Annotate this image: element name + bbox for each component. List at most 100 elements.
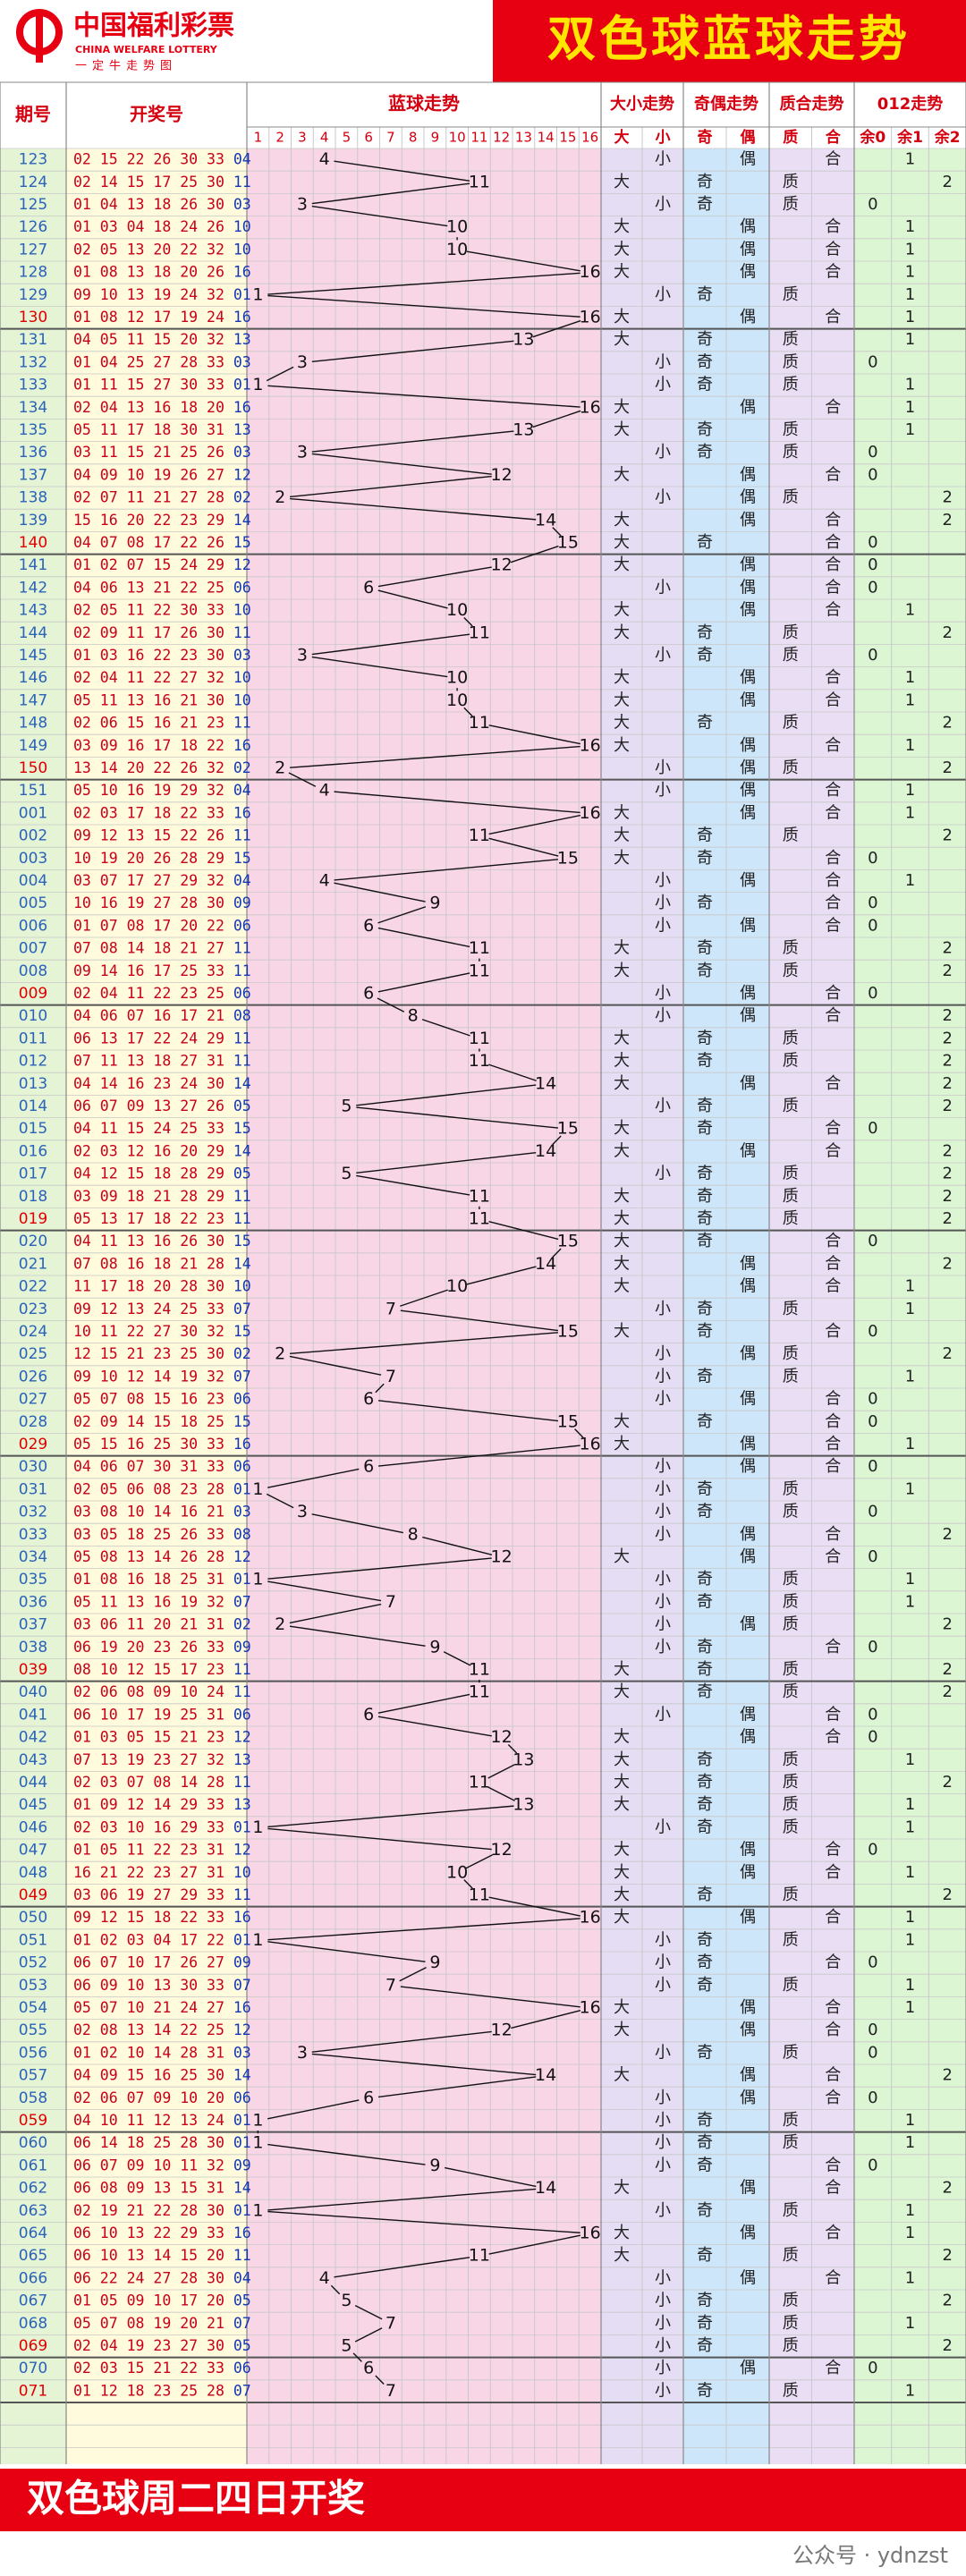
mod-value: 1 [905,601,915,620]
blue-ball: 07 [233,1593,251,1610]
mod-value: 0 [868,555,877,574]
trend-line [311,633,470,656]
size-value: 小 [655,1592,671,1611]
mod-value: 1 [905,1479,915,1498]
red-balls: 07 11 13 18 27 31 [73,1052,225,1069]
parity-value: 偶 [740,2268,756,2287]
parity-value: 奇 [697,1818,713,1836]
trend-line [311,1513,403,1534]
size-value: 小 [655,578,671,597]
prime-value: 合 [825,1525,841,1544]
draw-numbers: 04 06 13 21 22 25 06 [73,579,251,596]
period: 045 [19,1796,47,1814]
prime-value: 合 [825,2021,841,2039]
red-balls: 01 05 11 22 23 31 [73,1841,225,1858]
parity-value: 偶 [740,1390,756,1409]
red-balls: 05 10 16 19 29 32 [73,782,225,799]
draw-numbers: 06 19 20 23 26 33 09 [73,1638,251,1655]
period: 016 [19,1142,47,1160]
draw-numbers: 06 10 17 19 25 31 06 [73,1706,251,1723]
period: 017 [19,1165,47,1183]
prime-value: 合 [825,691,841,709]
trend-number: 11 [469,1773,490,1792]
trend-number: 2 [275,487,285,507]
red-balls: 01 02 07 15 24 29 [73,556,225,573]
parity-value: 偶 [740,398,756,417]
blue-ball: 06 [233,1390,251,1407]
prime-value: 合 [825,871,841,890]
blue-ball: 16 [233,1436,251,1453]
parity-value: 奇 [697,2246,713,2265]
mod-value: 2 [942,1141,952,1160]
blue-ball: 05 [233,2292,251,2309]
prime-value: 合 [825,1728,841,1747]
size-value: 大 [614,1277,630,1296]
mod-value: 1 [905,736,915,755]
size-value: 大 [614,2021,630,2039]
parity-value: 奇 [697,714,713,733]
sub-column-header: 14 [538,130,555,146]
red-balls: 01 04 25 27 28 33 [73,353,225,370]
trend-number: 11 [469,1186,490,1206]
blue-ball: 03 [233,2044,251,2061]
red-balls: 06 07 10 17 26 27 [73,1953,225,1970]
trend-number: 13 [513,1795,534,1815]
size-value: 大 [614,173,630,191]
mod-value: 0 [868,2089,877,2107]
prime-value: 合 [825,1547,841,1566]
trend-line [266,366,294,382]
parity-value: 偶 [740,2021,756,2039]
period: 030 [19,1458,47,1476]
parity-value: 偶 [740,1728,756,1747]
parity-value: 偶 [740,308,756,326]
trend-line [532,410,581,428]
trend-number: 6 [363,1457,374,1477]
period: 129 [19,286,47,304]
draw-numbers: 04 05 11 15 20 32 13 [73,331,251,348]
red-balls: 04 10 11 12 13 24 [73,2112,225,2129]
prime-value: 质 [783,2246,799,2265]
size-value: 小 [655,984,671,1003]
draw-numbers: 10 11 22 27 30 32 15 [73,1323,251,1340]
trend-line [267,272,580,295]
trend-number: 11 [469,172,490,191]
prime-value: 合 [825,398,841,417]
draw-numbers: 04 10 11 12 13 24 01 [73,2112,251,2129]
size-value: 小 [655,646,671,665]
mod-value: 0 [868,1953,877,1972]
blue-ball: 06 [233,917,251,934]
trend-line [421,1019,470,1037]
red-balls: 03 06 11 20 21 31 [73,1615,225,1632]
mod-value: 0 [868,2156,877,2174]
mod-value: 1 [905,871,915,890]
mod-value: 1 [905,1592,915,1611]
draw-numbers: 05 11 13 16 19 32 07 [73,1593,251,1610]
trend-line [311,656,448,678]
parity-value: 偶 [740,2359,756,2377]
size-value: 大 [614,1187,630,1206]
blue-ball: 12 [233,1841,251,1858]
prime-value: 合 [825,1119,841,1138]
red-balls: 01 07 08 17 20 22 [73,917,225,934]
period: 029 [19,1436,47,1453]
size-value: 小 [655,2336,671,2355]
trend-number: 9 [429,1637,440,1657]
red-balls: 01 02 03 04 17 22 [73,1931,225,1948]
draw-numbers: 11 17 18 20 28 30 10 [73,1277,251,1294]
mod-value: 1 [905,263,915,282]
size-value: 大 [614,1660,630,1679]
prime-value: 合 [825,217,841,236]
red-balls: 02 06 08 09 10 24 [73,1683,225,1700]
blue-ball: 01 [233,1818,251,1835]
trend-line [311,2030,492,2053]
period: 002 [19,827,47,845]
period: 019 [19,1210,47,1228]
draw-numbers: 01 04 25 27 28 33 03 [73,353,251,370]
trend-number: 1 [252,1818,263,1837]
trend-number: 15 [557,1119,579,1139]
trend-number: 16 [580,397,601,417]
prime-value: 合 [825,465,841,484]
parity-value: 奇 [697,2111,713,2130]
prime-value: 质 [783,195,799,214]
blue-ball: 16 [233,1909,251,1926]
